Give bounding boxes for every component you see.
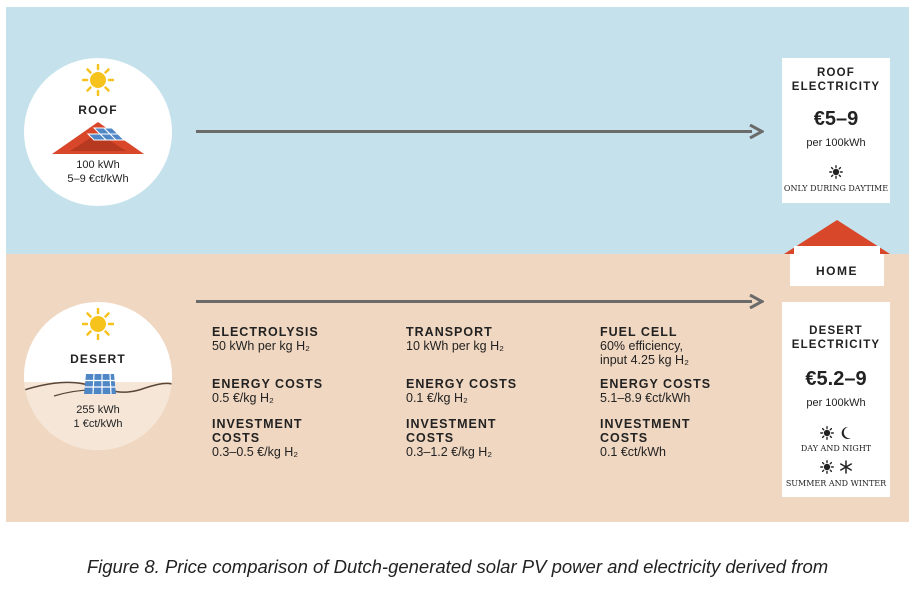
electrolysis-investment-costs: 0.3–0.5 €/kg H₂ — [212, 445, 299, 459]
transport-investment-heading-2: COSTS — [406, 431, 455, 445]
roof-card-title-2: ELECTRICITY — [791, 81, 881, 93]
roof-arrow-line — [196, 130, 752, 133]
desert-card-unit: per 100kWh — [806, 397, 866, 409]
fuel-cell-heading: FUEL CELL — [600, 325, 678, 339]
fuel-cell-investment-heading-2: COSTS — [600, 431, 649, 445]
desert-electricity-card: DESERT ELECTRICITY €5.2–9 per 100kWh DAY… — [782, 302, 890, 497]
sun-icon — [829, 165, 843, 179]
roof-electricity-card: ROOF ELECTRICITY €5–9 per 100kWh ONLY DU… — [782, 58, 890, 203]
roof-card-unit: per 100kWh — [806, 137, 866, 149]
fuel-cell-efficiency: 60% efficiency, — [600, 339, 683, 353]
transport-energy-costs-heading: ENERGY COSTS — [406, 377, 518, 391]
transport-energy-costs: 0.1 €/kg H₂ — [406, 391, 468, 405]
desert-card-title-1: DESERT — [809, 325, 863, 337]
desert-card-title-2: ELECTRICITY — [791, 339, 881, 351]
electrolysis-column: ELECTROLYSIS 50 kWh per kg H₂ ENERGY COS… — [212, 325, 392, 459]
figure-caption: Figure 8. Price comparison of Dutch-gene… — [86, 556, 829, 577]
transport-energy: 10 kWh per kg H₂ — [406, 339, 504, 353]
roof-energy: 100 kWh — [76, 159, 120, 171]
home-roof-icon — [784, 220, 890, 256]
solar-panel-icon — [84, 373, 116, 395]
electrolysis-investment-heading-2: COSTS — [212, 431, 261, 445]
roof-card-note: ONLY DURING DAYTIME — [783, 184, 889, 193]
sun-icon — [82, 64, 114, 96]
electrolysis-energy: 50 kWh per kg H₂ — [212, 339, 310, 353]
desert-energy: 255 kWh — [76, 404, 120, 416]
roof-card-price: €5–9 — [813, 108, 859, 130]
roof-title: ROOF — [78, 103, 118, 117]
electrolysis-investment-heading: INVESTMENT — [212, 417, 303, 431]
desert-title: DESERT — [70, 352, 126, 366]
moon-icon — [841, 426, 851, 439]
desert-card-note-day-night: DAY AND NIGHT — [800, 444, 872, 453]
fuel-cell-energy-costs-heading: ENERGY COSTS — [600, 377, 712, 391]
transport-heading: TRANSPORT — [406, 325, 493, 339]
home-label: HOME — [816, 264, 858, 278]
transport-investment-heading: INVESTMENT — [406, 417, 497, 431]
desert-card-note-seasons: SUMMER AND WINTER — [785, 479, 887, 488]
transport-column: TRANSPORT 10 kWh per kg H₂ ENERGY COSTS … — [406, 325, 586, 459]
desert-cost: 1 €ct/kWh — [73, 418, 123, 430]
sun-icon — [820, 460, 834, 474]
desert-arrow-line — [196, 300, 752, 303]
fuel-cell-column: FUEL CELL 60% efficiency, input 4.25 kg … — [600, 325, 770, 459]
sun-icon — [820, 426, 834, 440]
roof-circle: ROOF 100 kWh 5–9 €ct/kWh — [24, 58, 172, 206]
roof-arrow-head-icon — [749, 124, 764, 139]
electrolysis-heading: ELECTROLYSIS — [212, 325, 319, 339]
fuel-cell-energy-costs: 5.1–8.9 €ct/kWh — [600, 391, 691, 405]
desert-circle: DESERT 255 kWh 1 €ct/kWh — [24, 302, 172, 450]
fuel-cell-investment-costs: 0.1 €ct/kWh — [600, 445, 666, 459]
roof-house-icon — [52, 122, 144, 154]
snowflake-icon — [840, 460, 852, 474]
sun-icon — [82, 308, 114, 340]
roof-cost: 5–9 €ct/kWh — [67, 173, 129, 185]
electrolysis-energy-costs-heading: ENERGY COSTS — [212, 377, 324, 391]
desert-card-price: €5.2–9 — [805, 368, 867, 390]
home-box: HOME — [790, 254, 884, 286]
fuel-cell-input: input 4.25 kg H₂ — [600, 353, 689, 367]
transport-investment-costs: 0.3–1.2 €/kg H₂ — [406, 445, 493, 459]
fuel-cell-investment-heading: INVESTMENT — [600, 417, 691, 431]
roof-card-title-1: ROOF — [816, 67, 856, 79]
electrolysis-energy-costs: 0.5 €/kg H₂ — [212, 391, 274, 405]
desert-arrow-head-icon — [749, 294, 764, 309]
